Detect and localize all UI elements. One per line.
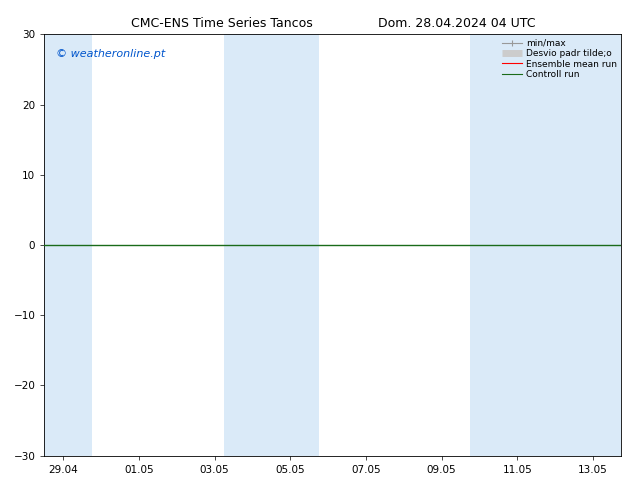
Bar [224,34,319,456]
Bar [470,34,621,456]
Bar [44,34,92,456]
Text: CMC-ENS Time Series Tancos: CMC-ENS Time Series Tancos [131,17,313,30]
Text: Dom. 28.04.2024 04 UTC: Dom. 28.04.2024 04 UTC [378,17,535,30]
Text: © weatheronline.pt: © weatheronline.pt [56,49,165,59]
Legend: min/max, Desvio padr tilde;o, Ensemble mean run, Controll run: min/max, Desvio padr tilde;o, Ensemble m… [500,37,619,81]
